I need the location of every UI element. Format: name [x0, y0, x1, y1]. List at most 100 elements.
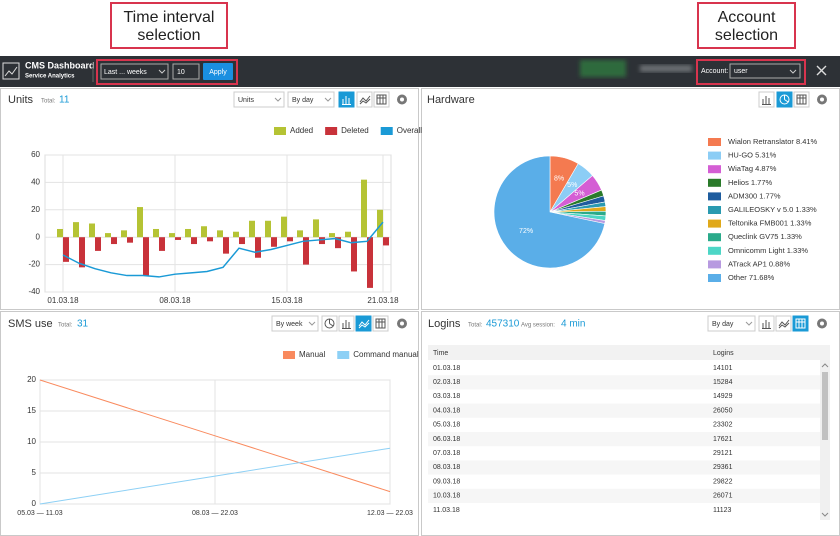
view-button[interactable] [372, 315, 389, 332]
select[interactable] [707, 315, 756, 332]
bar [137, 207, 143, 238]
settings-hole [820, 321, 824, 326]
panel [0, 88, 419, 310]
legend-swatch [283, 351, 295, 359]
bar [367, 237, 373, 288]
legend-label: Helios 1.77% [728, 178, 773, 187]
total-label: Total: [58, 323, 73, 329]
cell: 23302 [713, 422, 733, 429]
cell: 17621 [713, 436, 733, 443]
legend-label: ATrack AP1 0.88% [728, 259, 790, 268]
cell: 15284 [713, 379, 733, 386]
bar [297, 230, 303, 238]
bar [319, 237, 325, 245]
legend-swatch [708, 178, 721, 187]
bar [121, 230, 127, 238]
view-button[interactable] [792, 315, 809, 332]
cell: 14101 [713, 365, 733, 372]
bar [201, 226, 207, 238]
avg-label: Avg session: [521, 323, 555, 329]
blurred-button [580, 60, 626, 77]
bar [105, 233, 111, 238]
legend-swatch [274, 127, 286, 135]
y-tick-label: 0 [36, 232, 41, 241]
apply-label: Apply [209, 69, 227, 76]
y-tick-label: 10 [27, 437, 36, 446]
panel-title: Units [8, 94, 34, 106]
slice-label: 72% [519, 228, 533, 235]
legend-swatch [708, 206, 721, 214]
cell: 03.03.18 [433, 393, 460, 400]
account-select[interactable] [729, 63, 801, 79]
cell: 04.03.18 [433, 407, 460, 414]
view-icon [762, 320, 771, 329]
scroll-arrow[interactable] [821, 363, 829, 517]
y-tick-label: 60 [31, 150, 40, 159]
settings-hole [820, 97, 824, 102]
legend-label: Command manual [353, 350, 419, 359]
legend-label: Overall [397, 126, 423, 135]
cell: 29361 [713, 464, 733, 471]
legend-swatch [708, 138, 721, 146]
apply-button[interactable] [203, 63, 233, 80]
highlight [96, 59, 238, 85]
legend-label: Teltonika FMB001 1.33% [728, 219, 812, 228]
interval-select[interactable] [100, 63, 169, 80]
bar [207, 237, 213, 242]
close-button[interactable] [816, 65, 827, 76]
y-tick-label: 20 [31, 205, 40, 214]
view-icon [778, 319, 790, 329]
legend-swatch [708, 274, 721, 282]
x-tick-label: 12.03 — 22.03 [367, 510, 413, 517]
caret [745, 321, 753, 326]
x-tick-label: 08.03 — 22.03 [192, 510, 238, 517]
logo-glyph [4, 66, 18, 77]
y-tick-label: -20 [28, 260, 40, 269]
cell: 02.03.18 [433, 379, 460, 386]
caret [158, 69, 166, 74]
bar [351, 237, 357, 272]
cell: 11123 [713, 507, 732, 514]
legend-label: ADM300 1.77% [728, 191, 781, 200]
cell: 10.03.18 [433, 493, 460, 500]
select-value: By day [712, 321, 734, 328]
x-tick-label: 05.03 — 11.03 [17, 510, 63, 517]
bar [329, 233, 335, 238]
caret [324, 97, 332, 102]
select[interactable] [271, 315, 319, 332]
select[interactable] [233, 91, 285, 108]
scrollbar-thumb[interactable] [822, 372, 828, 440]
slice-label: 8% [554, 175, 564, 182]
cell: 09.03.18 [433, 478, 460, 485]
view-button[interactable] [793, 91, 810, 108]
caret [789, 69, 797, 74]
pie-slice [493, 155, 606, 269]
legend-label: Manual [299, 350, 325, 359]
legend-label: Omnicomm Light 1.33% [728, 246, 808, 255]
legend-swatch [337, 351, 350, 359]
view-button[interactable] [373, 91, 390, 108]
view-icon [795, 318, 806, 329]
count-input[interactable] [172, 63, 200, 80]
select[interactable] [287, 91, 335, 108]
legend-swatch [380, 127, 393, 135]
view-icon [779, 94, 790, 105]
panel [0, 311, 419, 536]
view-icon [796, 94, 807, 105]
legend-swatch [708, 246, 721, 255]
bar [313, 219, 319, 238]
line [62, 221, 384, 278]
bar [153, 228, 159, 238]
blurred-info [640, 65, 692, 72]
bar [233, 231, 239, 238]
bar [169, 233, 175, 238]
legend-swatch [708, 165, 721, 174]
bar [271, 237, 277, 247]
panel-title: Hardware [427, 94, 475, 106]
bar [249, 220, 255, 238]
total-label: Total: [41, 99, 56, 105]
view-icon [342, 96, 351, 105]
row-bg [428, 403, 820, 418]
x-tick-label: 15.03.18 [271, 296, 303, 305]
